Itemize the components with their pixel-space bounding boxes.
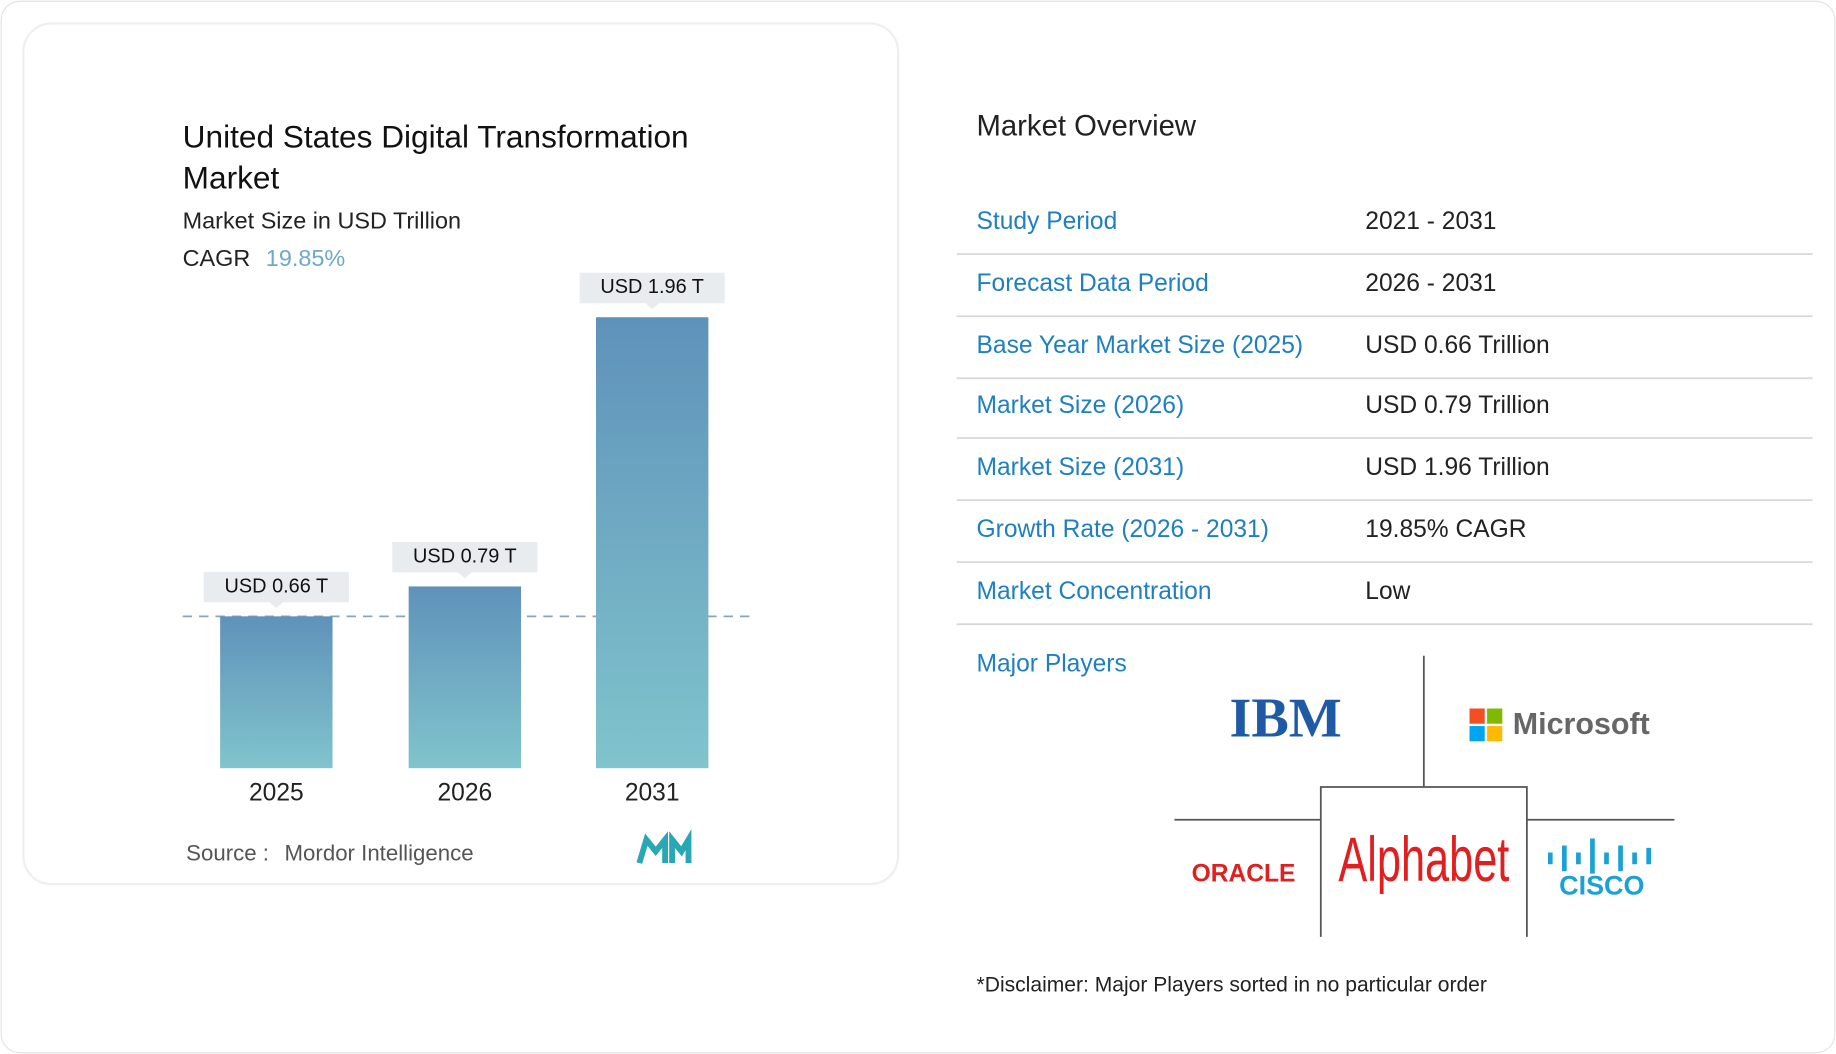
brand-logo [636, 829, 692, 864]
overview-title: Market Overview [977, 110, 1197, 142]
row-label: Forecast Data Period [977, 270, 1209, 297]
bar [408, 586, 522, 769]
chart-title: United States Digital Transformation Mark… [183, 119, 689, 196]
row-label: Market Concentration [977, 578, 1212, 605]
icon-square [1469, 708, 1485, 724]
disclaimer: *Disclaimer: Major Players sorted in no … [977, 974, 1487, 997]
logo-oracle: ORACLE [1192, 860, 1296, 887]
row-value: USD 1.96 Trillion [1365, 454, 1549, 481]
x-tick-label: 2031 [625, 779, 680, 806]
row-label: Study Period [977, 208, 1118, 235]
row-label: Growth Rate (2026 - 2031) [977, 516, 1269, 543]
icon-square [1469, 726, 1485, 742]
row-label: Market Size (2026) [977, 392, 1185, 419]
icon-square [1487, 708, 1503, 724]
logo-cisco-icon [1547, 838, 1651, 874]
row-label: Market Size (2031) [977, 454, 1185, 481]
value-label-box [392, 541, 538, 579]
value-label-box [579, 272, 725, 310]
highlight-box [1319, 786, 1528, 937]
players-grid [1174, 655, 1675, 937]
x-tick-label: 2025 [249, 779, 304, 806]
cagr-value: 19.85% [266, 245, 345, 271]
players-label: Major Players [977, 651, 1127, 678]
chart-subtitle: Market Size in USD Trillion [183, 208, 461, 234]
row-label: Base Year Market Size (2025) [977, 332, 1304, 359]
row-value: USD 0.66 Trillion [1365, 332, 1549, 359]
logo-ibm: IBM [1229, 688, 1341, 750]
row-value: USD 0.79 Trillion [1365, 392, 1549, 419]
logo-cisco: CISCO [1559, 871, 1644, 901]
value-label: USD 0.79 T [413, 545, 517, 567]
row-value: 2026 - 2031 [1365, 270, 1496, 297]
source: Mordor Intelligence [285, 841, 474, 866]
row-value: 19.85% CAGR [1365, 516, 1526, 543]
value-label: USD 1.96 T [600, 276, 704, 298]
row-value: Low [1365, 578, 1410, 605]
value-label-box [203, 571, 349, 609]
icon-square [1487, 726, 1503, 742]
cagr-label: CAGR [183, 245, 251, 271]
source-label: Source : [186, 841, 269, 866]
row-value: 2021 - 2031 [1365, 208, 1496, 235]
bar [220, 616, 333, 769]
logo-microsoft-icon [1469, 708, 1503, 742]
logo-microsoft: Microsoft [1513, 707, 1650, 741]
logo-alphabet: Alphabet [1338, 825, 1509, 895]
bar [595, 317, 709, 769]
x-tick-label: 2026 [438, 779, 493, 806]
value-label: USD 0.66 T [225, 575, 329, 597]
